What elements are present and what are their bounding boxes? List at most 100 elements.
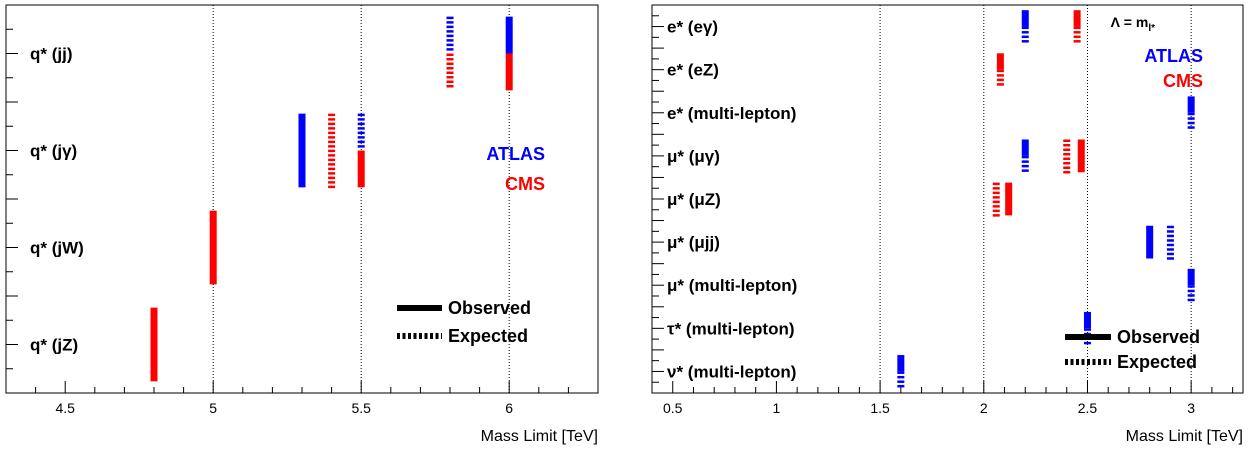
expected-dash: [1021, 31, 1029, 34]
expected-dash: [446, 30, 454, 33]
category-label: ν* (multi-lepton): [667, 362, 796, 381]
expected-dash: [328, 118, 336, 121]
expected-dash: [1021, 155, 1029, 159]
lambda-annotation-subscript: l*: [1148, 23, 1155, 34]
atlas-expected-bar: [1166, 225, 1174, 260]
cms-expected-bar: [992, 182, 1000, 217]
expected-dash: [1166, 257, 1174, 260]
expected-dash: [328, 127, 336, 130]
expected-dash: [446, 85, 454, 88]
atlas-expected-bar: [897, 371, 905, 388]
expected-dash: [1063, 166, 1071, 170]
expected-dash: [1063, 157, 1071, 161]
observed-legend-label: Observed: [1117, 327, 1200, 347]
expected-dash: [328, 149, 336, 153]
expected-dash: [992, 205, 1000, 208]
expected-dash: [357, 136, 365, 139]
expected-dash: [1021, 26, 1029, 30]
cms-legend-label: CMS: [1163, 71, 1203, 91]
cms-expected-bar: [1073, 26, 1081, 43]
expected-dash: [897, 380, 905, 383]
expected-dash: [992, 196, 1000, 199]
expected-dash: [992, 187, 1000, 190]
expected-dash: [1166, 239, 1174, 242]
expected-dash: [897, 375, 905, 379]
atlas-observed-bar: [1021, 139, 1029, 156]
expected-legend-label: Expected: [1117, 352, 1197, 372]
cms-observed-bar: [1005, 182, 1013, 216]
expected-dash: [992, 209, 1000, 213]
expected-dash: [996, 78, 1004, 82]
expected-dash: [446, 21, 454, 24]
expected-dash: [1021, 164, 1029, 168]
expected-dash: [328, 154, 336, 157]
expected-dash: [897, 371, 905, 374]
x-tick-label: 0.5: [663, 400, 683, 416]
expected-dash: [357, 145, 365, 148]
expected-dash: [1166, 225, 1174, 229]
expected-dash: [328, 140, 336, 144]
category-label: q* (jW): [30, 239, 84, 258]
expected-dash: [1063, 162, 1071, 165]
expected-legend-label: Expected: [448, 326, 528, 346]
atlas-expected-bar: [357, 113, 365, 148]
expected-dash: [1073, 31, 1081, 34]
x-tick-label: 3: [1187, 400, 1195, 416]
expected-dash: [328, 185, 336, 189]
cms-expected-bar: [996, 69, 1004, 86]
expected-dash: [1166, 230, 1174, 233]
expected-dash: [1166, 248, 1174, 251]
expected-dash: [1063, 148, 1071, 152]
expected-dash: [1187, 298, 1195, 302]
atlas-observed-bar: [1187, 268, 1195, 286]
lambda-annotation: Λ = ml*: [1111, 14, 1156, 34]
expected-dash: [328, 172, 336, 175]
expected-dash: [1063, 144, 1071, 147]
expected-dash: [328, 163, 336, 166]
cms-legend-label: CMS: [505, 174, 545, 194]
expected-dash: [996, 69, 1004, 73]
atlas-observed-bar: [1021, 10, 1029, 27]
expected-dash: [1083, 328, 1091, 331]
expected-dash: [1166, 234, 1174, 238]
category-label: q* (jZ): [30, 336, 78, 355]
x-tick-label: 2.5: [1078, 400, 1098, 416]
category-label: μ* (multi-lepton): [667, 276, 797, 295]
x-tick-label: 5.5: [351, 400, 371, 416]
expected-dash: [446, 67, 454, 70]
expected-dash: [1187, 289, 1195, 293]
category-label: τ* (multi-lepton): [667, 319, 795, 338]
cms-expected-bar: [446, 53, 454, 88]
expected-dash: [446, 80, 454, 83]
atlas-observed-bar: [1187, 96, 1195, 113]
cms-expected-bar: [1063, 139, 1071, 174]
expected-dash: [1073, 26, 1081, 30]
expected-dash: [1166, 252, 1174, 256]
expected-dash: [1166, 243, 1174, 247]
atlas-expected-bar: [1187, 285, 1195, 302]
observed-legend-label: Observed: [448, 298, 531, 318]
expected-dash: [1063, 139, 1071, 143]
expected-dash: [446, 43, 454, 47]
expected-dash: [1021, 35, 1029, 39]
expected-dash: [1187, 294, 1195, 297]
atlas-observed-bar: [897, 355, 905, 372]
expected-dash: [328, 131, 336, 135]
expected-dash: [446, 53, 454, 56]
expected-dash: [1021, 160, 1029, 163]
expected-dash: [1073, 35, 1081, 39]
category-label: e* (multi-lepton): [667, 104, 796, 123]
atlas-legend-label: ATLAS: [1144, 46, 1203, 66]
quark-panel: 4.5 5 5.5 6 Mass Limit [TeV] q* (jj) q* (jγ) q*…: [5, 4, 599, 445]
expected-dash: [446, 39, 454, 42]
category-label: μ* (μγ): [667, 147, 720, 166]
cms-expected-bar: [328, 113, 336, 189]
expected-dash: [328, 113, 336, 117]
cms-observed-bar: [996, 53, 1004, 70]
category-label: μ* (μjj): [667, 233, 720, 252]
x-axis-label: Mass Limit [TeV]: [1126, 428, 1243, 445]
expected-dash: [992, 200, 1000, 204]
expected-dash: [328, 176, 336, 180]
